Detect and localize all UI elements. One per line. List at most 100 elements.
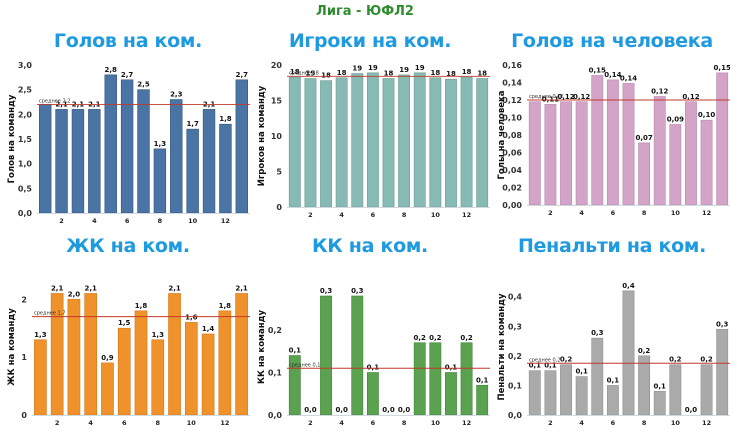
bar-value-label: 0,9 <box>101 354 114 362</box>
y-tick-label: 0,0 <box>508 411 523 420</box>
x-tick-label: 2 <box>308 211 313 219</box>
bar-value-label: 0,3 <box>320 287 333 295</box>
bar-value-label: 0,1 <box>367 364 380 372</box>
bar <box>575 376 588 416</box>
bar-value-label: 2,1 <box>235 284 248 292</box>
x-tick-label: 8 <box>158 217 163 225</box>
bar-value-label: 0,1 <box>476 376 489 384</box>
bar-value-label: 1,3 <box>152 331 165 339</box>
bar-value-label: 0,1 <box>654 382 667 390</box>
bar-value-label: 2,7 <box>121 71 134 79</box>
bar <box>351 295 364 416</box>
y-tick-label: 0,1 <box>508 381 523 390</box>
bar <box>460 342 473 416</box>
bar <box>560 101 572 206</box>
bar-value-label: 0,15 <box>714 64 730 72</box>
y-axis-label: Игроков на команду <box>257 85 267 186</box>
bar <box>638 355 651 416</box>
y-tick-label: 15 <box>271 97 283 106</box>
bar <box>366 372 379 416</box>
bar-value-label: 19 <box>399 66 409 74</box>
y-tick-label: 0,12 <box>502 96 522 105</box>
y-tick-label: 20 <box>271 61 283 70</box>
bar <box>366 72 379 208</box>
y-tick-label: 3,0 <box>18 61 33 70</box>
bar-value-label: 1,3 <box>34 331 47 339</box>
bar <box>653 96 666 206</box>
bar <box>38 104 52 214</box>
bar <box>219 123 232 214</box>
x-tick-label: 10 <box>431 211 441 219</box>
bar <box>528 370 541 416</box>
y-tick-label: 0,2 <box>508 352 522 361</box>
bar <box>218 310 232 416</box>
bar <box>153 148 167 214</box>
bar-value-label: 2,0 <box>68 290 81 298</box>
bar <box>104 74 117 214</box>
x-tick-label: 10 <box>187 419 197 427</box>
y-tick-label: 0,02 <box>502 184 522 193</box>
bar-value-label: 0,09 <box>667 116 684 124</box>
bar-value-label: 2,8 <box>105 66 118 74</box>
average-label: среднее 2,2 <box>39 98 70 104</box>
bar-value-label: 0,4 <box>622 282 635 290</box>
bar-value-label: 0,2 <box>429 334 442 342</box>
y-tick-label: 2,5 <box>18 86 33 95</box>
bar <box>445 372 457 416</box>
bar <box>575 101 588 206</box>
bar <box>429 77 442 208</box>
y-tick-label: 0,04 <box>502 166 522 175</box>
bar <box>101 362 114 416</box>
x-tick-label: 6 <box>371 419 376 427</box>
bar-value-label: 0,2 <box>414 334 427 342</box>
bar-value-label: 1,5 <box>118 319 131 327</box>
x-tick-label: 12 <box>220 419 229 427</box>
bar-value-label: 1,8 <box>135 302 148 310</box>
y-tick-label: 0,10 <box>502 114 522 123</box>
bar <box>700 119 713 206</box>
y-tick-label: 0,14 <box>502 79 522 88</box>
bar <box>382 78 395 208</box>
bar <box>669 124 682 206</box>
bar-value-label: 0,2 <box>560 356 573 364</box>
y-tick-label: 0,08 <box>502 131 522 140</box>
bar-value-label: 0,10 <box>698 111 715 119</box>
x-tick-label: 12 <box>221 217 230 225</box>
bar <box>606 385 619 416</box>
bar-value-label: 1,6 <box>185 313 198 321</box>
bar <box>544 104 557 206</box>
bar-value-label: 1,3 <box>154 140 167 148</box>
x-tick-label: 6 <box>122 419 127 427</box>
bar <box>151 339 165 416</box>
x-tick-label: 8 <box>402 419 407 427</box>
bar <box>34 339 47 416</box>
bar <box>134 310 148 416</box>
average-label: среднее 0,12 <box>529 94 564 100</box>
bar-value-label: 18 <box>337 69 347 77</box>
average-label: среднее 0,1 <box>289 362 320 368</box>
chart-players: 0 5 10 15 20 Игроков на команду 18 19 18 18 19 19 18… <box>257 61 490 219</box>
bar-value-label: 0,15 <box>589 67 606 75</box>
bar-value-label: 19 <box>352 65 362 73</box>
league-title: Лига - ЮФЛ2 <box>316 4 414 19</box>
bar-value-label: 19 <box>368 64 378 72</box>
bar-value-label: 18 <box>430 69 440 77</box>
bar <box>398 74 411 208</box>
x-tick-label: 8 <box>642 209 647 217</box>
bar-value-label: 0,0 <box>304 406 317 414</box>
bar <box>460 76 473 208</box>
bar <box>202 109 216 214</box>
y-tick-label: 0,1 <box>268 369 283 378</box>
chart-title-goals: Голов на ком. <box>53 30 203 52</box>
x-tick-label: 12 <box>462 211 471 219</box>
bar <box>476 384 489 416</box>
bar <box>320 295 332 416</box>
bar <box>685 101 697 206</box>
chart-title-yellow-cards: ЖК на ком. <box>66 235 190 257</box>
y-tick-label: 1,5 <box>18 135 33 144</box>
y-axis-label: КК на команду <box>257 310 267 384</box>
y-tick-label: 0,0 <box>18 209 33 218</box>
x-tick-label: 2 <box>308 419 313 427</box>
